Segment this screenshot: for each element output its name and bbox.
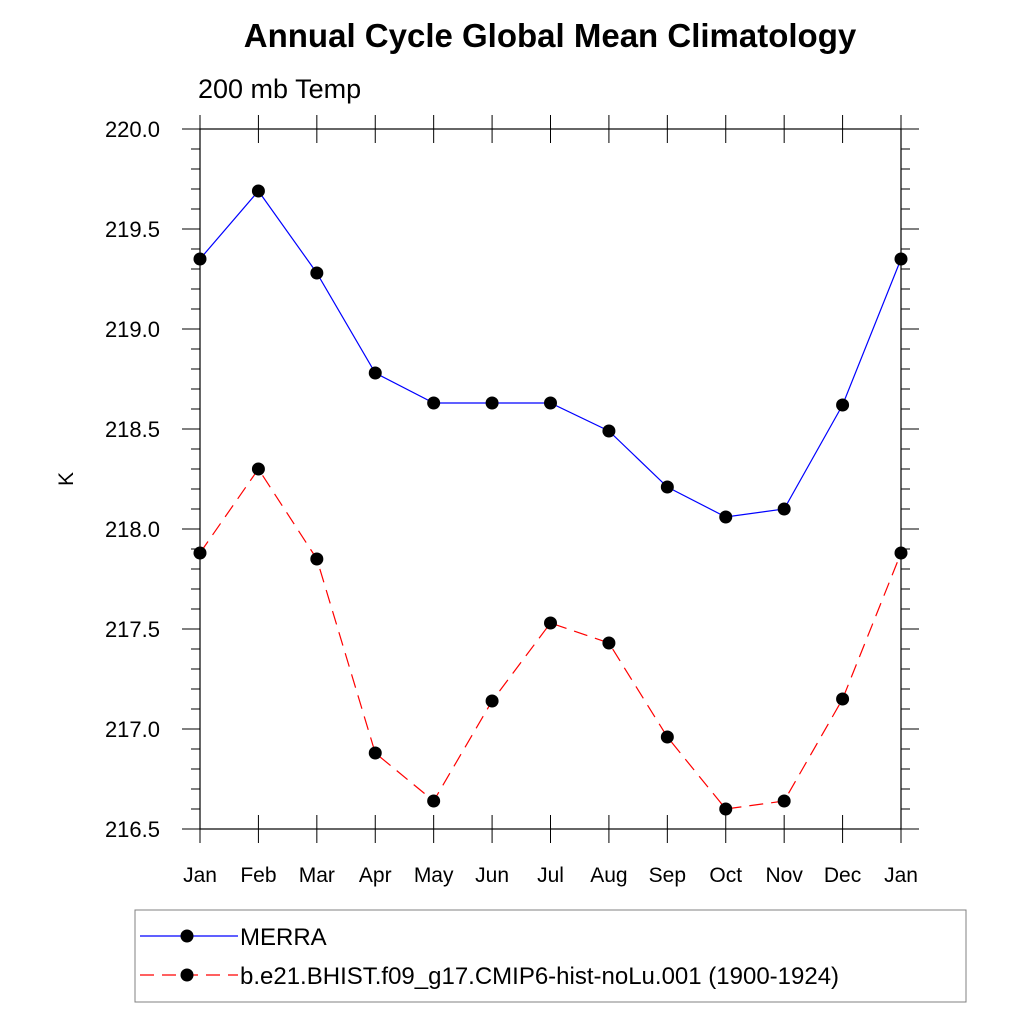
series-2-point xyxy=(544,616,557,630)
legend-marker-1 xyxy=(180,929,194,943)
y-tick-label: 216.5 xyxy=(105,817,160,842)
series-2-point xyxy=(719,802,733,816)
x-tick-label: Feb xyxy=(240,864,276,887)
series-2-point xyxy=(894,546,908,560)
series-layer xyxy=(193,184,908,816)
series-1-point xyxy=(368,366,382,380)
x-tick-label: Sep xyxy=(649,864,686,887)
chart-title: Annual Cycle Global Mean Climatology xyxy=(244,17,857,54)
y-axis-label: K xyxy=(55,472,78,486)
x-tick-label: Dec xyxy=(824,864,861,887)
series-1-point xyxy=(485,396,499,410)
axis-ticks xyxy=(182,115,919,843)
series-1-point xyxy=(836,398,850,412)
series-1-point xyxy=(193,252,207,266)
series-line-2 xyxy=(199,467,902,810)
x-tick-label: Nov xyxy=(765,864,803,887)
x-tick-label: Mar xyxy=(299,864,335,887)
series-line-1 xyxy=(199,190,902,518)
x-tick-label: Jan xyxy=(884,864,918,887)
series-2-point xyxy=(427,794,441,808)
x-tick-labels: Jan Feb Mar Apr May Jun Jul Aug Sep Oct Nov Dec Jan xyxy=(183,864,918,887)
series-1-point xyxy=(544,396,557,410)
legend-box xyxy=(134,909,967,1003)
series-2-point xyxy=(602,636,616,650)
series-2-point xyxy=(836,692,850,706)
legend: MERRA b.e21.BHIST.f09_g17.CMIP6-hist-noLu… xyxy=(134,909,967,1003)
x-tick-label: Jan xyxy=(183,864,217,887)
x-tick-label: May xyxy=(414,864,454,887)
legend-label-2: b.e21.BHIST.f09_g17.CMIP6-hist-noLu.001 … xyxy=(240,963,839,990)
legend-label-1: MERRA xyxy=(240,924,327,951)
x-tick-label: Oct xyxy=(709,864,742,887)
y-tick-label: 219.5 xyxy=(105,217,160,242)
x-tick-label: Apr xyxy=(359,864,392,887)
series-1-point xyxy=(660,480,674,494)
y-tick-label: 218.0 xyxy=(105,517,160,542)
series-2-point xyxy=(368,746,382,760)
series-1-point xyxy=(719,510,733,524)
series-1-point xyxy=(251,184,265,198)
y-tick-label: 219.0 xyxy=(105,317,160,342)
series-1-point xyxy=(894,252,908,266)
series-2-point xyxy=(193,546,207,560)
series-2-point xyxy=(485,694,499,708)
x-tick-label: Jul xyxy=(537,864,564,887)
series-2-point xyxy=(777,794,791,808)
plot-frame xyxy=(199,128,902,830)
chart-subtitle: 200 mb Temp xyxy=(198,74,361,104)
y-tick-label: 220.0 xyxy=(105,117,160,142)
x-tick-label: Aug xyxy=(590,864,627,887)
series-1-point xyxy=(310,266,324,280)
series-1-point xyxy=(602,424,616,438)
series-1-point xyxy=(427,396,441,410)
x-tick-label: Jun xyxy=(475,864,509,887)
y-tick-label: 217.5 xyxy=(105,617,160,642)
series-2-point xyxy=(251,462,265,476)
series-2-point xyxy=(660,730,674,744)
legend-marker-2 xyxy=(180,968,194,982)
y-tick-label: 217.0 xyxy=(105,717,160,742)
y-tick-label: 218.5 xyxy=(105,417,160,442)
y-tick-labels: 216.5 217.0 217.5 218.0 218.5 219.0 219.5 220.0 xyxy=(105,117,160,842)
series-1-point xyxy=(777,502,791,516)
series-2-point xyxy=(310,552,324,566)
